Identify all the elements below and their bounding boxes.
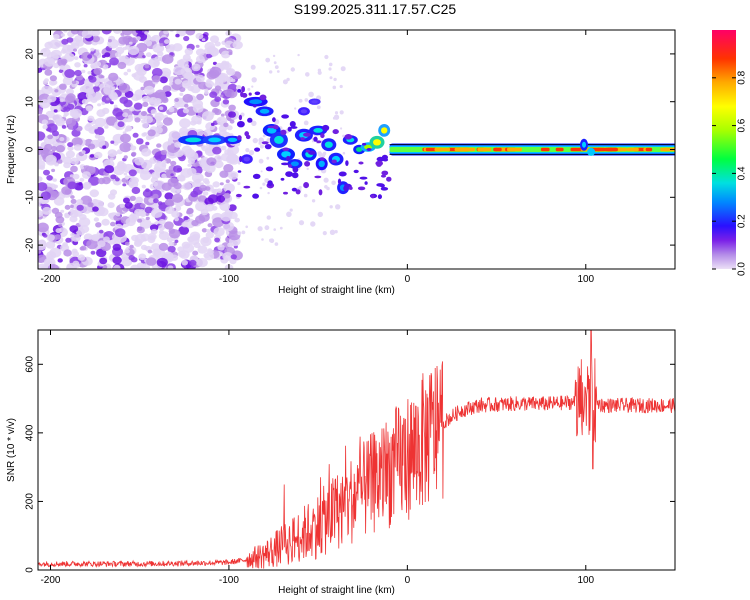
colorbar-tick-label: 0.2 — [737, 214, 748, 228]
x-tick-label: 100 — [577, 274, 594, 285]
x-tick-label: -100 — [219, 274, 239, 285]
y-axis-label: Frequency (Hz) — [6, 115, 17, 184]
x-tick-label: -200 — [40, 274, 60, 285]
x-tick-label: 100 — [577, 575, 594, 586]
y-tick-label: 400 — [25, 424, 36, 441]
snr-data — [38, 330, 675, 569]
y-tick-label: 20 — [25, 48, 36, 60]
x-tick-label: -200 — [40, 575, 60, 586]
colorbar-tick-label: 0.4 — [737, 166, 748, 180]
y-axis-label: SNR (10 * v/v) — [6, 418, 17, 482]
y-tick-label: -20 — [25, 237, 36, 252]
snr-series-line — [38, 330, 675, 569]
x-tick-label: -100 — [219, 575, 239, 586]
x-axis-label: Height of straight line (km) — [278, 285, 395, 296]
x-tick-label: 0 — [405, 274, 411, 285]
chart-title: S199.2025.311.17.57.C25 — [293, 1, 457, 17]
colorbar-gradient — [712, 30, 736, 269]
spectrogram-data — [38, 30, 675, 269]
colorbar-tick-label: 0.0 — [737, 262, 748, 276]
colorbar-tick-label: 0.8 — [737, 70, 748, 84]
y-tick-label: 600 — [25, 356, 36, 373]
y-tick-label: -10 — [25, 190, 36, 205]
y-tick-label: 0 — [25, 146, 36, 152]
colorbar-tick-label: 0.6 — [737, 118, 748, 132]
snr-frame — [37, 329, 676, 571]
x-axis-label: Height of straight line (km) — [278, 585, 395, 596]
y-tick-label: 200 — [25, 493, 36, 510]
snr-panel: -200 -100 0 100 0 200 400 600 Height of straight… — [6, 329, 676, 596]
x-tick-label: 0 — [405, 575, 411, 586]
y-tick-label: 0 — [25, 567, 36, 573]
y-tick-label: 10 — [25, 96, 36, 108]
colorbar: 0.00.20.40.60.8Normalized spectral ampli… — [712, 30, 748, 276]
